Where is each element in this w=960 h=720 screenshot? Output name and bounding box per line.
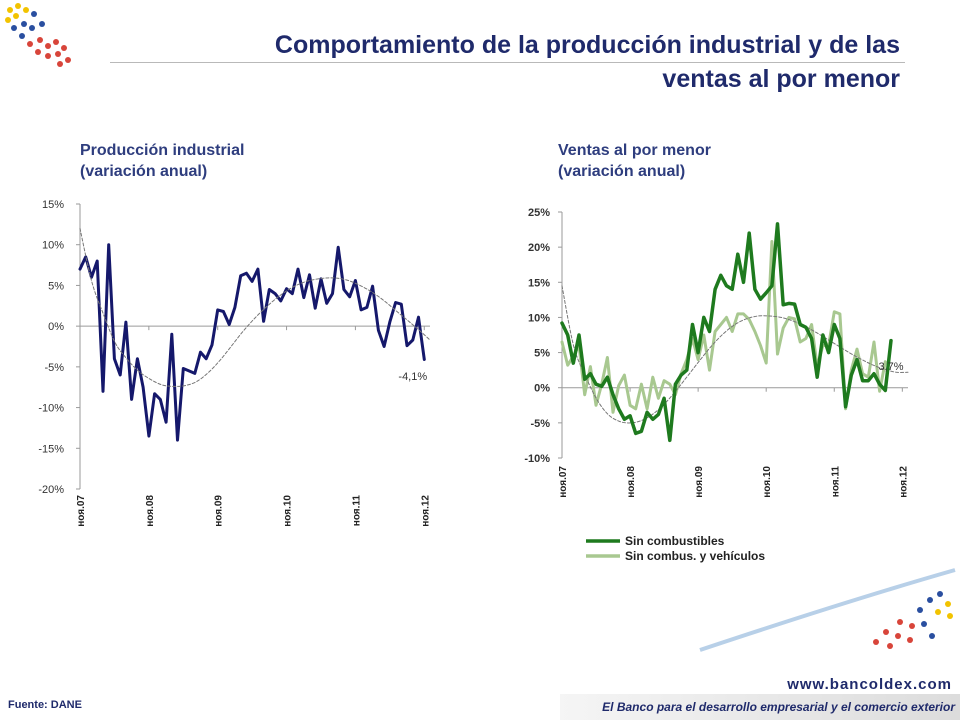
legend-label: Sin combus. y vehículos (625, 549, 765, 563)
source-note: Fuente: DANE (8, 699, 82, 711)
page-title-line-1: Comportamiento de la producción industri… (274, 31, 900, 59)
chart-1: 15% 10% 5% 0% -5% -10% -15% -20% ноя.07 ноя.08 ноя… (38, 199, 431, 527)
website-url[interactable]: www.bancoldex.com (787, 676, 952, 693)
y-tick-label: -20% (38, 484, 64, 496)
y-tick-label: 10% (528, 312, 550, 324)
y-tick-label: 20% (528, 242, 550, 254)
x-tick-label: ноя.12 (898, 466, 909, 498)
chart1-title: Producción industrial (80, 142, 245, 159)
y-tick-label: -10% (524, 453, 550, 465)
bancoldex-logo-bottom (699, 568, 956, 652)
chart2-subtitle: (variación anual) (558, 163, 686, 180)
y-tick-label: 10% (42, 240, 64, 252)
y-tick-label: 0% (48, 321, 64, 333)
slogan-bar (560, 694, 960, 720)
x-tick-label: ноя.10 (762, 466, 773, 498)
y-tick-label: 5% (534, 348, 550, 360)
bancoldex-logo-top (5, 3, 71, 67)
page-title: Comportamiento de la producción industri… (180, 28, 900, 96)
end-value-label: -4,1% (398, 371, 427, 383)
y-tick-label: -15% (38, 443, 64, 455)
trend-line (561, 285, 909, 424)
x-tick-label: ноя.07 (76, 495, 87, 527)
y-tick-label: -10% (38, 403, 64, 415)
x-tick-label: ноя.09 (214, 495, 225, 527)
page-title-line-2: ventas al por menor (662, 65, 900, 93)
chart1-subtitle: (variación anual) (80, 163, 208, 180)
y-tick-label: 25% (528, 207, 550, 219)
slogan: El Banco para el desarrollo empresarial … (602, 700, 955, 714)
chart2-title: Ventas al por menor (558, 142, 711, 159)
chart-2: 25% 20% 15% 10% 5% 0% -5% -10% ноя.07 ноя.08 ноя.0… (524, 207, 909, 563)
y-tick-label: 15% (528, 277, 550, 289)
x-tick-label: ноя.09 (694, 466, 705, 498)
x-tick-label: ноя.10 (283, 495, 294, 527)
trend-line (79, 227, 431, 387)
x-tick-label: ноя.07 (558, 466, 569, 498)
x-tick-label: ноя.11 (830, 466, 841, 498)
chart1-heading: Producción industrial (variación anual) (80, 140, 244, 182)
x-tick-label: ноя.11 (351, 495, 362, 527)
x-tick-label: ноя.08 (626, 466, 637, 498)
legend-label: Sin combustibles (625, 534, 725, 548)
x-tick-label: ноя.08 (145, 495, 156, 527)
y-tick-label: 5% (48, 280, 64, 292)
chart2-heading: Ventas al por menor (variación anual) (558, 140, 711, 182)
y-tick-label: -5% (44, 362, 64, 374)
y-tick-label: 0% (534, 383, 550, 395)
title-divider (110, 62, 905, 63)
series-line-1 (78, 243, 426, 442)
y-tick-label: 15% (42, 199, 64, 211)
y-tick-label: -5% (530, 418, 550, 430)
end-value-label: 3,7% (878, 361, 903, 373)
series-line-1 (560, 222, 893, 443)
x-tick-label: ноя.12 (420, 495, 431, 527)
